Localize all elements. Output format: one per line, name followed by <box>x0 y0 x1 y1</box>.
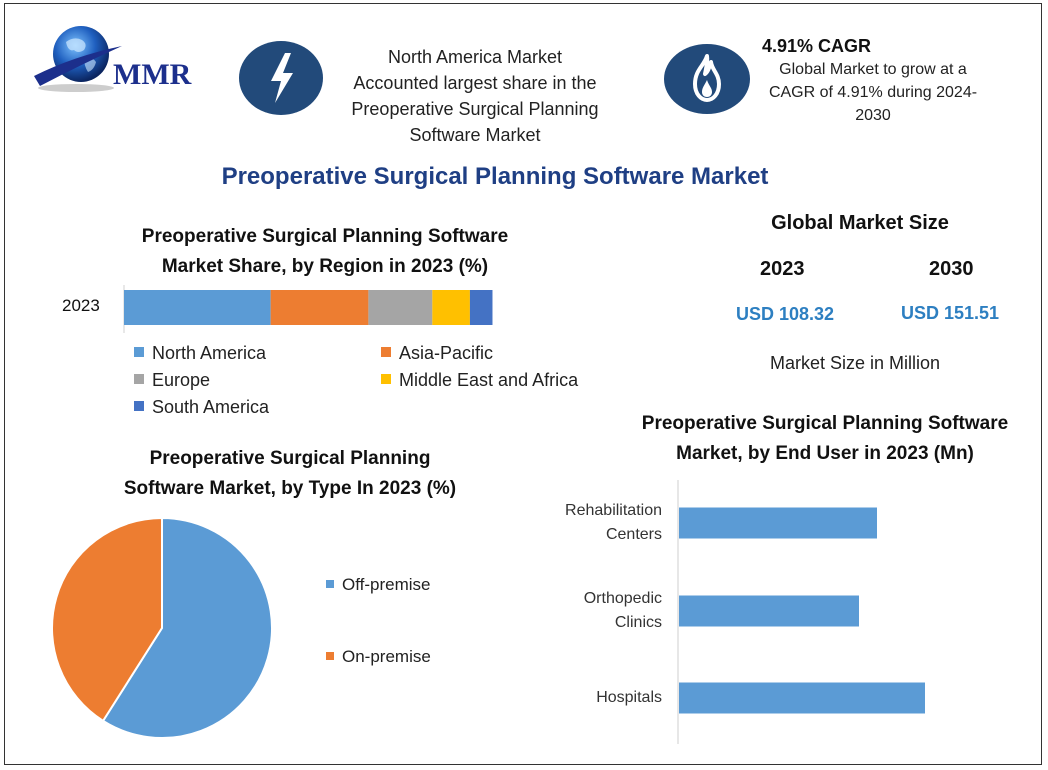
pie-slice <box>51 516 163 723</box>
region-stacked-bar-chart <box>123 285 493 333</box>
end-user-chart-title-line: Market, by End User in 2023 (Mn) <box>676 443 974 464</box>
legend-swatch <box>134 347 144 358</box>
category-label-line: Clinics <box>614 614 662 631</box>
region-bar-segment <box>124 290 271 325</box>
legend-label: North America <box>152 343 267 363</box>
type-pie-chart <box>51 516 273 739</box>
type-chart-title: Preoperative Surgical Planning Software … <box>80 444 500 504</box>
flame-icon <box>664 44 750 114</box>
legend-swatch <box>381 374 391 385</box>
legend-label: Asia-Pacific <box>399 343 494 363</box>
category-label-line: Rehabilitation <box>565 502 662 519</box>
market-size-year-2030: 2030 <box>929 258 974 280</box>
end-user-bar <box>679 507 877 539</box>
infographic-frame <box>4 3 1042 765</box>
region-legend-item: Europe <box>134 370 210 391</box>
market-size-year-2023: 2023 <box>760 258 805 280</box>
end-user-chart-title: Preoperative Surgical Planning Software … <box>615 409 1035 469</box>
category-label-line: Centers <box>605 526 662 543</box>
legend-label: Off-premise <box>342 575 431 594</box>
end-user-bar <box>679 595 859 627</box>
region-legend-item: South America <box>134 397 269 418</box>
region-legend-item: Asia-Pacific <box>381 343 493 364</box>
region-chart-category-label: 2023 <box>62 296 100 315</box>
market-size-unit-note: Market Size in Million <box>770 353 941 373</box>
legend-label: South America <box>152 397 270 417</box>
end-user-bar <box>679 682 925 714</box>
highlight-cagr: 4.91% CAGR Global Market to grow at a CA… <box>762 34 1002 127</box>
legend-label: On-premise <box>342 647 431 666</box>
market-size-title: Global Market Size <box>771 212 949 234</box>
pie-slice <box>101 516 273 739</box>
highlight-line: Preoperative Surgical Planning <box>351 99 599 119</box>
region-bar-segment <box>432 290 470 325</box>
highlight-line: CAGR of 4.91% during 2024- <box>768 84 978 101</box>
type-legend-item: Off-premise <box>326 575 431 595</box>
type-chart-title-line: Software Market, by Type In 2023 (%) <box>123 478 457 499</box>
region-bar-segment <box>270 290 369 325</box>
market-size-value-2023: USD 108.32 <box>736 304 835 324</box>
end-user-category-label: Orthopedic Clinics <box>584 587 662 635</box>
legend-swatch <box>134 401 144 412</box>
region-legend-item: Middle East and Africa <box>381 370 578 391</box>
market-size-value-2030: USD 151.51 <box>901 303 1000 323</box>
legend-swatch <box>326 579 334 588</box>
type-chart-title-line: Preoperative Surgical Planning <box>149 448 431 469</box>
lightning-icon <box>239 41 323 115</box>
highlight-line: Software Market <box>409 125 541 145</box>
legend-label: Middle East and Africa <box>399 370 579 390</box>
region-legend-item: North America <box>134 343 266 364</box>
highlight-line: Global Market to grow at a <box>779 61 967 78</box>
highlight-line: Accounted largest share in the <box>353 73 597 93</box>
legend-swatch <box>134 374 144 385</box>
logo-text: MMR <box>113 58 192 91</box>
highlight-north-america: North America Market Accounted largest s… <box>330 44 620 148</box>
region-bar-segment <box>469 290 493 325</box>
legend-swatch <box>326 651 334 660</box>
end-user-category-label: Rehabilitation Centers <box>565 499 662 547</box>
end-user-chart-title-line: Preoperative Surgical Planning Software <box>641 413 1009 434</box>
region-chart-title-line: Market Share, by Region in 2023 (%) <box>161 256 489 277</box>
region-chart-title: Preoperative Surgical Planning Software … <box>100 222 550 282</box>
category-label-line: Hospitals <box>596 689 662 706</box>
type-legend-item: On-premise <box>326 647 431 667</box>
region-bar-segment <box>368 290 433 325</box>
main-title: Preoperative Surgical Planning Software … <box>221 163 769 190</box>
category-label-line: Orthopedic <box>583 590 662 607</box>
highlight-line: North America Market <box>387 47 563 67</box>
legend-label: Europe <box>152 370 211 390</box>
region-chart-title-line: Preoperative Surgical Planning Software <box>141 226 509 247</box>
cagr-heading: 4.91% CAGR <box>762 36 872 56</box>
legend-swatch <box>381 347 391 358</box>
end-user-bar-chart <box>677 480 925 744</box>
highlight-line: 2030 <box>855 107 891 124</box>
end-user-category-label: Hospitals <box>596 686 662 710</box>
